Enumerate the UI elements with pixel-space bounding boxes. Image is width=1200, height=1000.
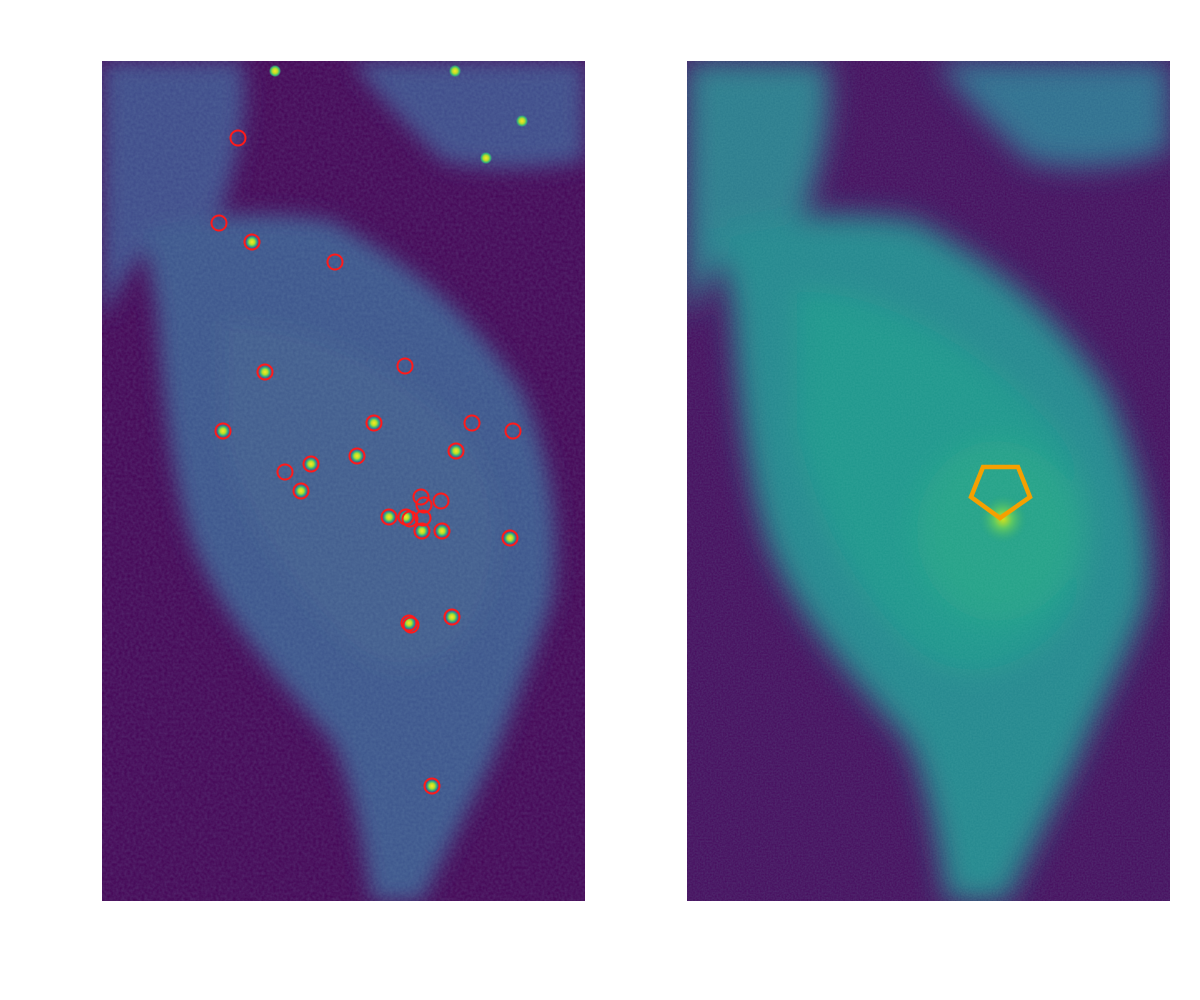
spot-detection-image xyxy=(102,61,585,901)
detection-circle xyxy=(400,614,418,632)
image-noise xyxy=(102,61,585,901)
detection-circle xyxy=(463,414,481,432)
detection-circle xyxy=(326,253,344,271)
detection-circle xyxy=(348,447,366,465)
fluorescent-spot xyxy=(516,115,528,127)
roi-pentagon xyxy=(968,464,1033,521)
detection-circle xyxy=(256,363,274,381)
detection-circle xyxy=(423,777,441,795)
fluorescent-spot xyxy=(305,458,317,470)
detection-circle xyxy=(401,510,419,528)
fluorescent-spot xyxy=(436,525,448,537)
fluorescent-spot xyxy=(446,611,458,623)
fluorescent-spot xyxy=(351,450,363,462)
detection-circle xyxy=(402,616,420,634)
detection-circle xyxy=(433,522,451,540)
detection-circle xyxy=(443,608,461,626)
detection-circle xyxy=(292,482,310,500)
detection-circle xyxy=(396,357,414,375)
detection-circle xyxy=(412,488,430,506)
detection-circle xyxy=(501,529,519,547)
detection-circle xyxy=(229,129,247,147)
detection-circle xyxy=(447,442,465,460)
image-noise xyxy=(687,61,1170,901)
detection-circle xyxy=(380,508,398,526)
detection-circle xyxy=(413,522,431,540)
detection-circle xyxy=(432,492,450,510)
fluorescent-spot xyxy=(383,511,395,523)
detection-circle xyxy=(365,414,383,432)
fluorescent-spot xyxy=(246,236,258,248)
fluorescent-spot xyxy=(269,65,281,77)
fluorescent-spot xyxy=(259,366,271,378)
roi-panel xyxy=(687,61,1170,901)
fluorescent-spot xyxy=(450,445,462,457)
detection-circle xyxy=(504,422,522,440)
roi-image xyxy=(687,61,1170,901)
detection-circle xyxy=(276,463,294,481)
detection-circle xyxy=(243,233,261,251)
detection-circle xyxy=(302,455,320,473)
fluorescent-spot xyxy=(504,532,516,544)
fluorescent-spot xyxy=(295,485,307,497)
spot-detection-panel xyxy=(102,61,585,901)
fluorescent-spot xyxy=(480,152,492,164)
detection-markers xyxy=(210,129,522,795)
detection-circle xyxy=(415,496,433,514)
fluorescent-spot xyxy=(217,425,229,437)
detection-circle xyxy=(214,422,232,440)
fluorescent-spot xyxy=(426,780,438,792)
fluorescent-spot xyxy=(368,417,380,429)
detection-circle xyxy=(414,509,432,527)
fluorescent-spot xyxy=(416,525,428,537)
detection-circle xyxy=(210,214,228,232)
fluorescent-spot xyxy=(449,65,461,77)
